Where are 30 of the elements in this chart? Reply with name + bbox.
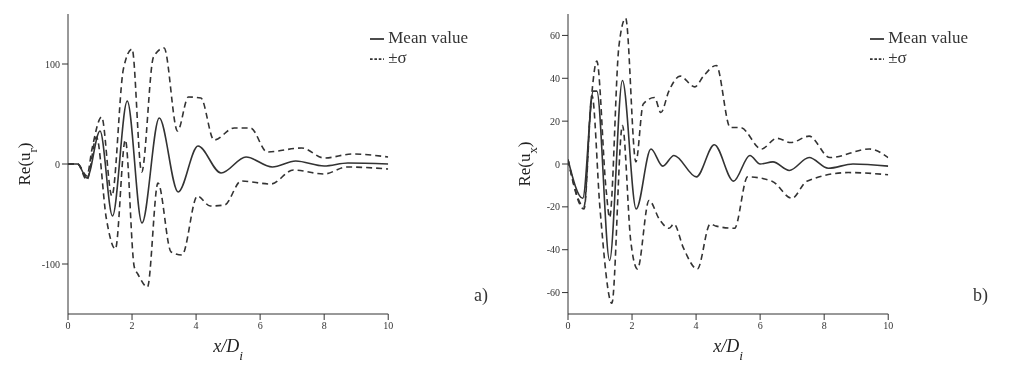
x-tick-label: 6: [257, 320, 263, 332]
x-axis-title: x/D$_{i}$: [712, 336, 744, 363]
legend-label: Mean value: [888, 28, 968, 47]
y-tick-label: -100: [41, 258, 60, 270]
x-tick-label: 4: [193, 320, 199, 332]
legend-label: ±σ: [388, 48, 407, 67]
legend-label: Mean value: [388, 28, 468, 47]
x-tick-label: 10: [883, 320, 894, 332]
x-tick-label: 8: [821, 320, 827, 332]
x-tick-label: 10: [383, 320, 394, 332]
y-tick-label: 0: [55, 158, 60, 170]
y-tick-label: 0: [555, 158, 560, 170]
text: b): [973, 285, 988, 306]
x-tick-label: 4: [693, 320, 699, 332]
legend-label: ±σ: [888, 48, 907, 67]
y-tick-label: -40: [546, 244, 560, 256]
y-tick-label: -20: [546, 201, 560, 213]
x-tick-label: 0: [565, 320, 571, 332]
x-tick-label: 0: [65, 320, 71, 332]
y-tick-label: 20: [550, 115, 560, 127]
y-tick-label: 60: [550, 29, 560, 41]
x-tick-label: 6: [757, 320, 763, 332]
text: a): [474, 285, 488, 306]
x-tick-label: 2: [629, 320, 635, 332]
y-tick-label: -60: [546, 287, 560, 299]
y-tick-label: 40: [550, 72, 560, 84]
x-axis-title: x/D$_{i}$: [212, 336, 244, 363]
x-tick-label: 2: [129, 320, 135, 332]
y-tick-label: 100: [45, 58, 60, 70]
x-tick-label: 8: [321, 320, 327, 332]
